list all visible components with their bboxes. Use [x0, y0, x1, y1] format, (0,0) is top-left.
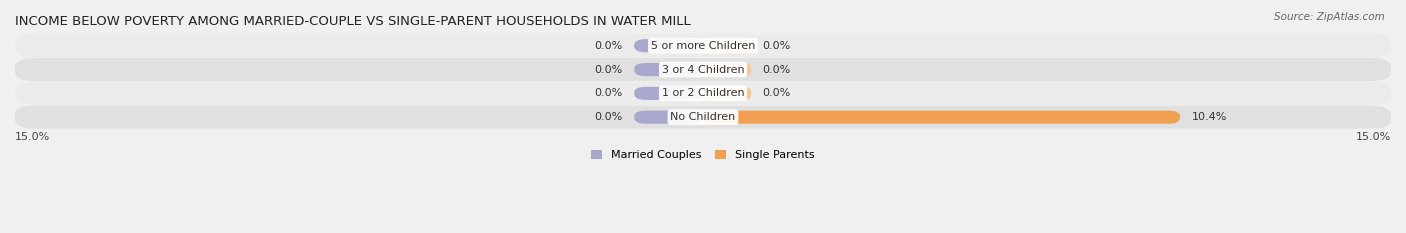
Text: 15.0%: 15.0% — [15, 132, 51, 142]
Text: No Children: No Children — [671, 112, 735, 122]
Text: 10.4%: 10.4% — [1191, 112, 1227, 122]
Text: 0.0%: 0.0% — [762, 41, 792, 51]
Text: 3 or 4 Children: 3 or 4 Children — [662, 65, 744, 75]
Text: INCOME BELOW POVERTY AMONG MARRIED-COUPLE VS SINGLE-PARENT HOUSEHOLDS IN WATER M: INCOME BELOW POVERTY AMONG MARRIED-COUPL… — [15, 15, 690, 28]
Text: 15.0%: 15.0% — [1355, 132, 1391, 142]
FancyBboxPatch shape — [15, 82, 1391, 105]
Text: 0.0%: 0.0% — [595, 112, 623, 122]
FancyBboxPatch shape — [634, 87, 703, 100]
Text: 5 or more Children: 5 or more Children — [651, 41, 755, 51]
Text: 0.0%: 0.0% — [762, 88, 792, 98]
FancyBboxPatch shape — [634, 63, 703, 76]
FancyBboxPatch shape — [703, 111, 1180, 124]
Text: 0.0%: 0.0% — [595, 65, 623, 75]
Legend: Married Couples, Single Parents: Married Couples, Single Parents — [586, 145, 820, 164]
Text: 0.0%: 0.0% — [762, 65, 792, 75]
FancyBboxPatch shape — [634, 111, 703, 124]
FancyBboxPatch shape — [703, 39, 751, 52]
FancyBboxPatch shape — [634, 39, 703, 52]
FancyBboxPatch shape — [15, 58, 1391, 81]
Text: Source: ZipAtlas.com: Source: ZipAtlas.com — [1274, 12, 1385, 22]
FancyBboxPatch shape — [703, 63, 751, 76]
Text: 0.0%: 0.0% — [595, 41, 623, 51]
Text: 0.0%: 0.0% — [595, 88, 623, 98]
Text: 1 or 2 Children: 1 or 2 Children — [662, 88, 744, 98]
FancyBboxPatch shape — [15, 106, 1391, 129]
FancyBboxPatch shape — [703, 87, 751, 100]
FancyBboxPatch shape — [15, 34, 1391, 57]
